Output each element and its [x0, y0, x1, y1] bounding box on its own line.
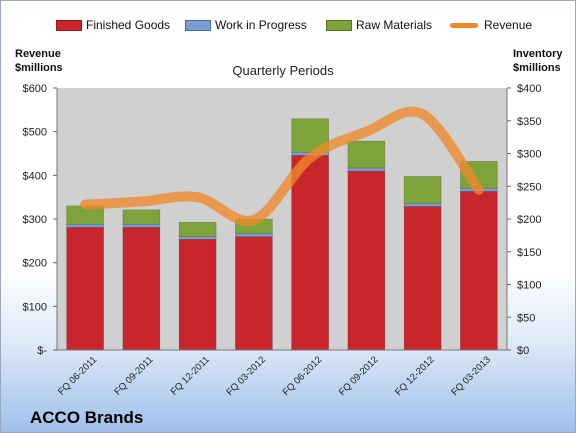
category-label: FQ 09-2011: [112, 354, 155, 397]
legend-label-raw-materials: Raw Materials: [356, 18, 433, 32]
left-tick-label: $200: [23, 258, 47, 270]
bar-finished-goods: [460, 191, 498, 351]
right-tick-label: $250: [517, 181, 541, 193]
bar-finished-goods: [291, 155, 329, 351]
left-tick-label: $100: [23, 301, 47, 313]
legend-swatch-revenue: [450, 22, 478, 28]
company-name: ACCO Brands: [30, 408, 144, 427]
bar-work-in-progress: [235, 233, 273, 237]
bar-finished-goods: [178, 239, 217, 351]
legend-swatch-raw-materials: [326, 19, 352, 31]
right-axis-title-line1: Inventory: [513, 48, 563, 60]
category-label: FQ 06-2011: [56, 354, 99, 397]
legend-swatch-finished-goods: [56, 19, 82, 31]
left-axis-title-line1: Revenue: [15, 48, 61, 60]
left-tick-label: $600: [23, 83, 47, 95]
bar-raw-materials: [403, 176, 442, 204]
left-tick-label: $500: [23, 127, 47, 139]
legend-label-work-in-progress: Work in Progress: [215, 18, 307, 32]
category-label: FQ 06-2012: [281, 354, 325, 398]
left-tick-label: $300: [23, 214, 47, 226]
right-tick-label: $100: [517, 280, 541, 292]
bar-raw-materials: [122, 209, 161, 225]
right-tick-label: $350: [517, 116, 541, 128]
bar-work-in-progress: [66, 223, 104, 228]
bar-raw-materials: [347, 140, 386, 169]
legend-item-revenue: Revenue: [450, 16, 532, 34]
right-axis-title: Inventory $millions: [513, 47, 563, 75]
category-label: FQ 03-2013: [449, 354, 493, 398]
right-tick-label: $150: [517, 247, 541, 259]
bar-finished-goods: [66, 227, 104, 351]
left-tick-label: $400: [23, 170, 47, 182]
chart-legend: Finished Goods Work in Progress Raw Mate…: [1, 16, 576, 34]
right-tick-label: $50: [517, 312, 535, 324]
bar-work-in-progress: [122, 223, 161, 228]
legend-label-finished-goods: Finished Goods: [86, 18, 171, 32]
left-axis-title: Revenue $millions: [15, 47, 63, 75]
right-tick-label: $400: [517, 83, 541, 95]
legend-label-revenue: Revenue: [484, 18, 533, 32]
left-axis-title-line2: $millions: [15, 62, 63, 74]
bar-work-in-progress: [178, 236, 217, 240]
category-label: FQ 12-2012: [393, 354, 437, 398]
bar-raw-materials: [178, 221, 217, 237]
legend-item-work-in-progress: Work in Progress: [185, 16, 307, 34]
right-tick-label: $200: [517, 214, 541, 226]
category-label: FQ 12-2011: [169, 354, 212, 397]
revenue-line: [80, 106, 484, 226]
left-tick-label: $-: [37, 345, 47, 357]
bar-finished-goods: [347, 170, 386, 351]
legend-swatch-work-in-progress: [185, 19, 211, 31]
category-label: FQ 09-2012: [337, 354, 381, 398]
right-tick-label: $300: [517, 149, 541, 161]
right-tick-label: $0: [517, 345, 529, 357]
bar-work-in-progress: [347, 167, 386, 172]
category-label: FQ 03-2012: [224, 354, 268, 398]
legend-item-raw-materials: Raw Materials: [326, 16, 432, 34]
right-axis-title-line2: $millions: [513, 62, 561, 74]
legend-item-finished-goods: Finished Goods: [56, 16, 170, 34]
chart-subtitle: Quarterly Periods: [232, 63, 334, 78]
bar-finished-goods: [235, 236, 273, 351]
bar-finished-goods: [122, 227, 161, 351]
bar-finished-goods: [403, 206, 442, 351]
bar-work-in-progress: [403, 202, 442, 207]
